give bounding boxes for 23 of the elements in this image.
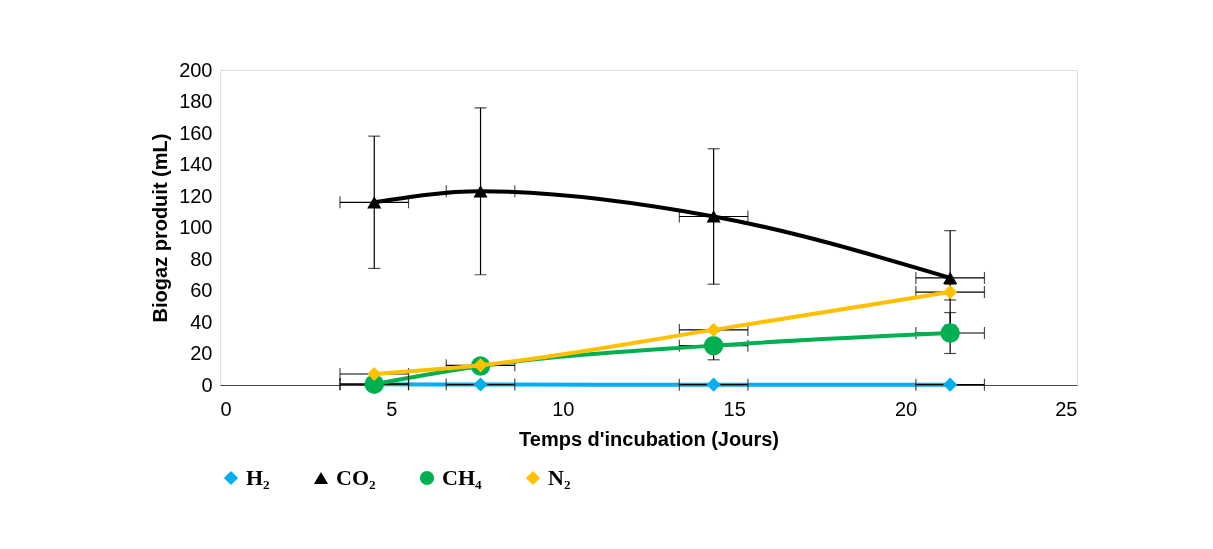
legend-label: CH₄ — [442, 465, 482, 490]
y-tick-label: 180 — [179, 90, 213, 112]
x-tick-label: 5 — [386, 397, 398, 420]
x-tick-label: 15 — [723, 397, 746, 420]
x-tick-label: 20 — [894, 397, 918, 420]
y-axis-title: Biogaz produit (mL) — [149, 133, 172, 323]
legend-label: CO₂ — [336, 465, 376, 490]
y-tick-label: 160 — [179, 121, 213, 144]
legend-label: N₂ — [548, 465, 571, 490]
y-tick-label: 200 — [179, 58, 213, 81]
y-tick-label: 0 — [201, 373, 213, 396]
y-tick-label: 40 — [190, 310, 213, 333]
y-tick-label: 100 — [179, 216, 213, 238]
x-tick-label: 0 — [220, 397, 232, 420]
y-tick-label: 20 — [190, 342, 213, 364]
y-tick-label: 120 — [179, 184, 213, 207]
y-tick-label: 60 — [190, 279, 213, 301]
x-tick-label: 10 — [552, 397, 575, 420]
y-tick-label: 80 — [190, 247, 213, 270]
y-tick-label: 140 — [179, 153, 213, 175]
x-tick-label: 25 — [1055, 397, 1078, 420]
x-axis-title: Temps d'incubation (Jours) — [519, 427, 779, 450]
legend-label: H₂ — [246, 465, 271, 490]
